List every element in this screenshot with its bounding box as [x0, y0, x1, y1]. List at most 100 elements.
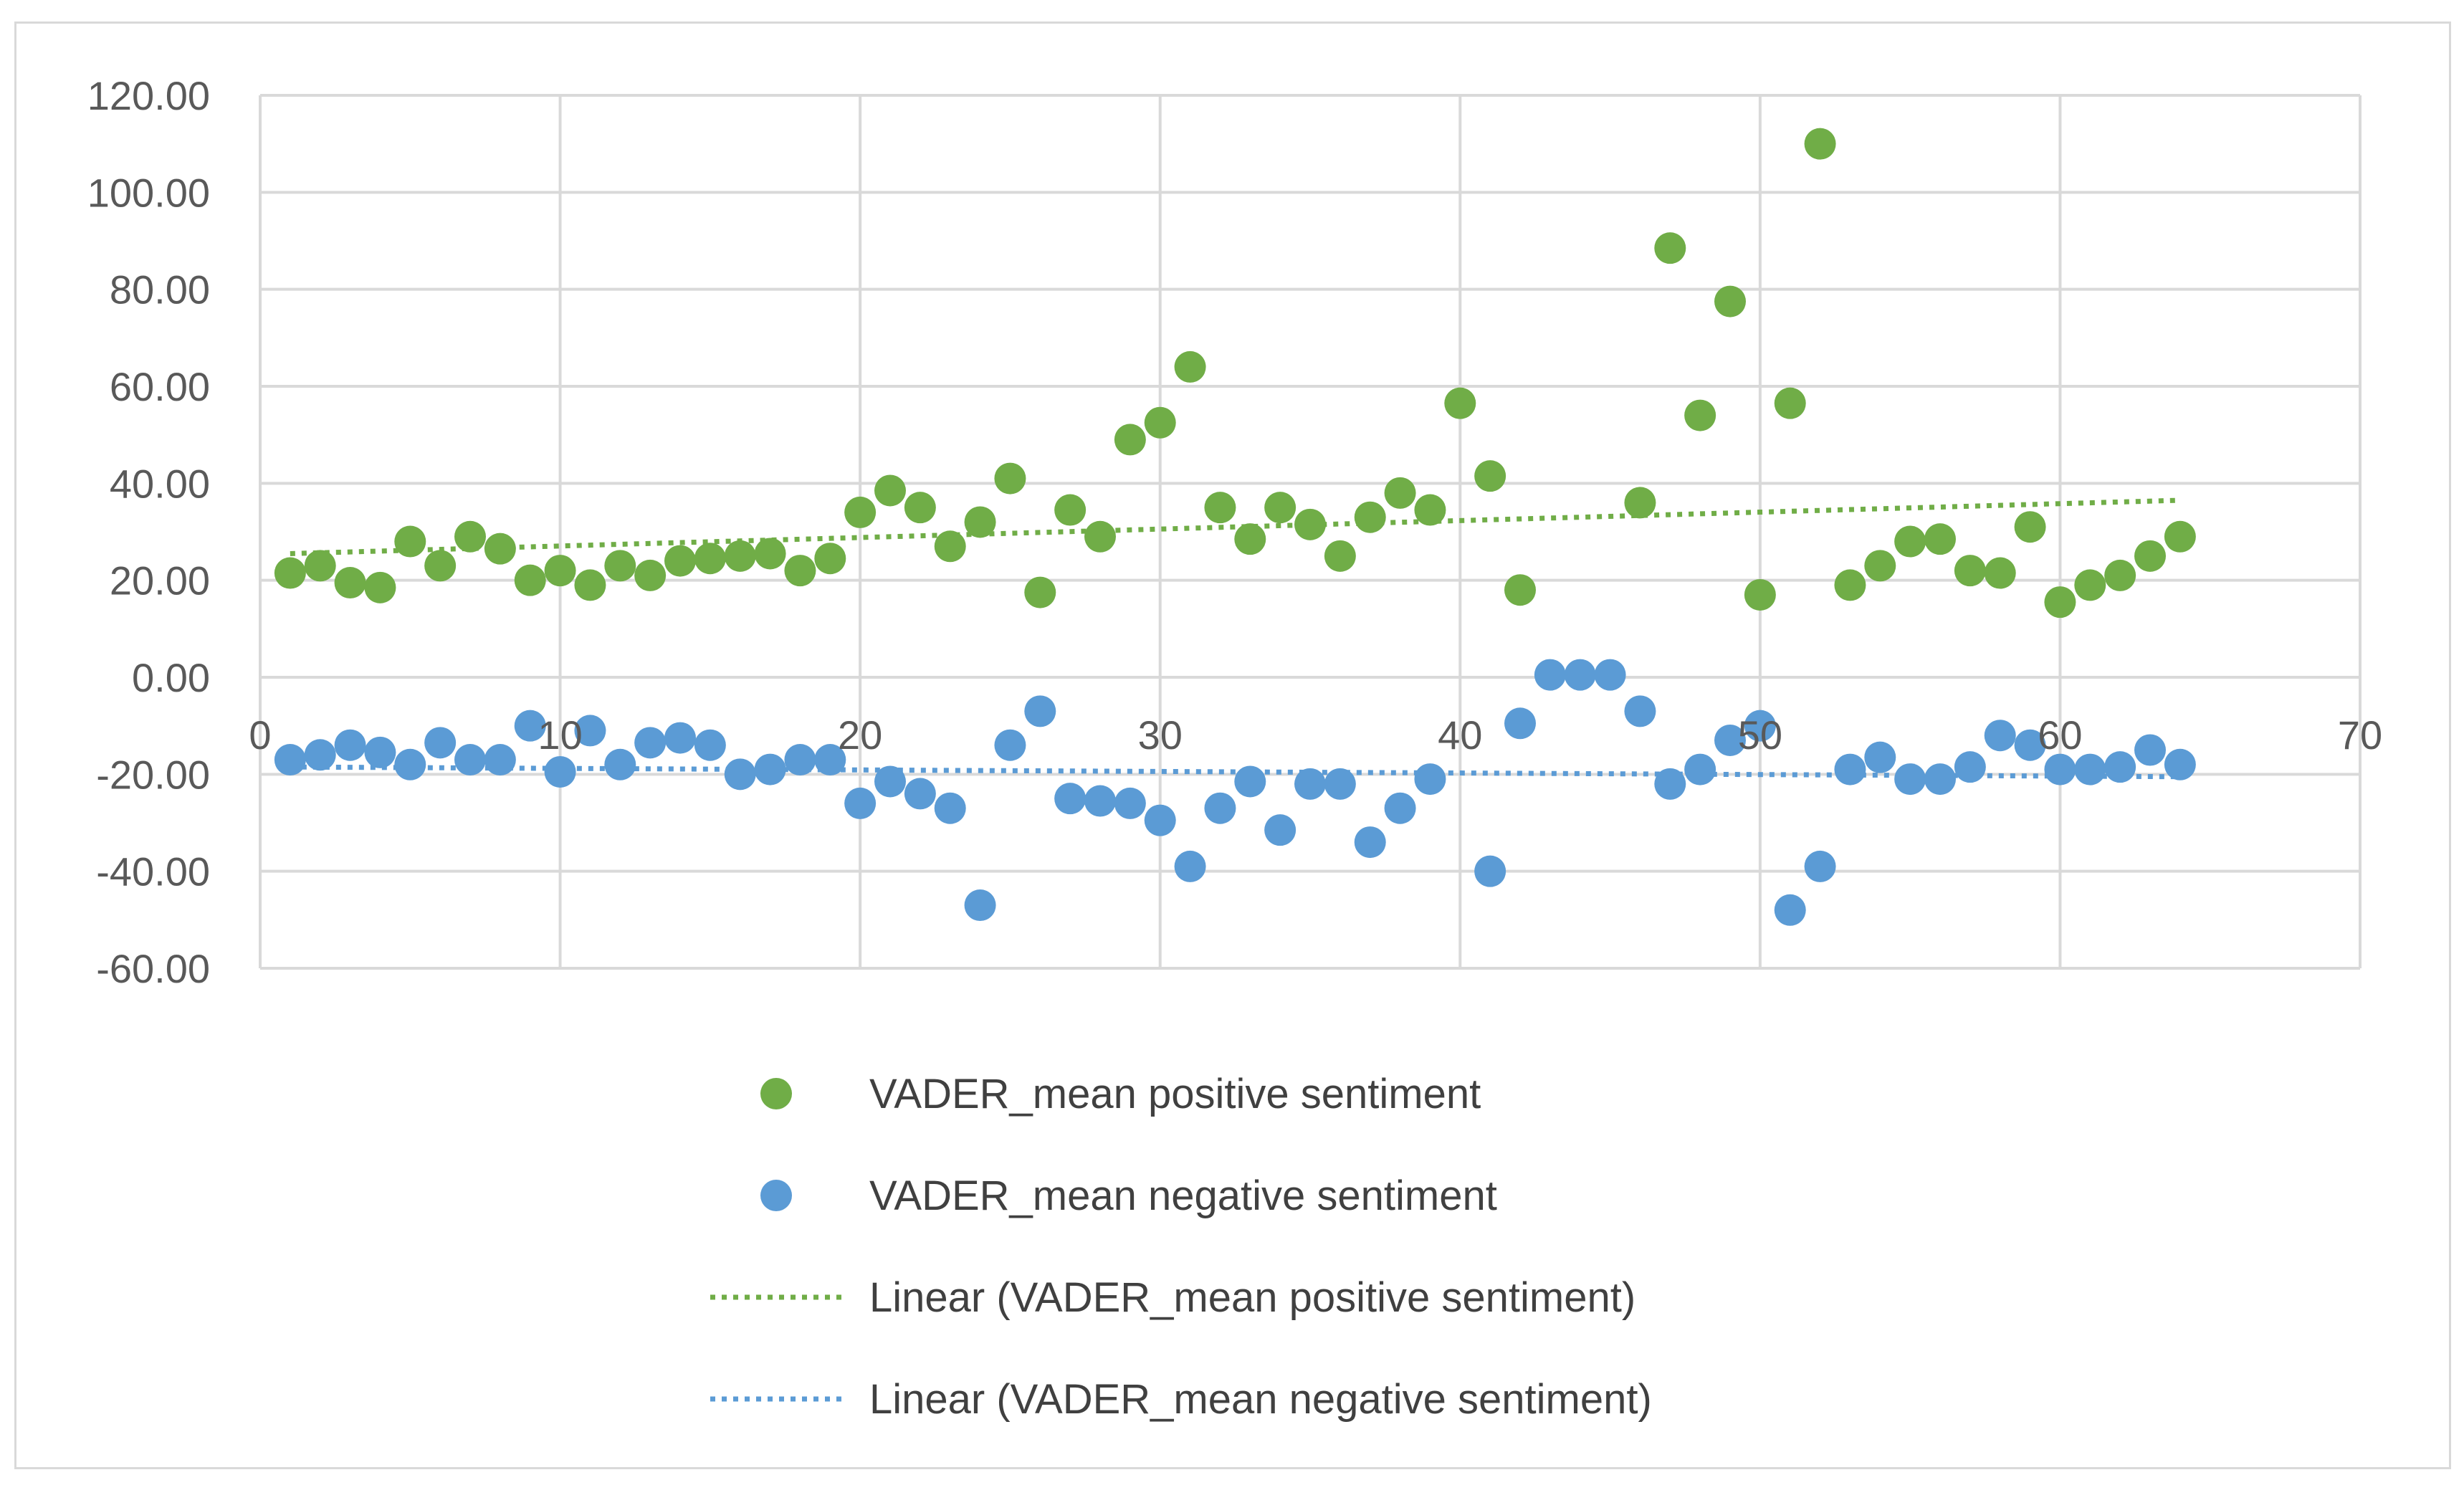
data-point-positive: [1294, 508, 1326, 540]
data-point-positive: [1144, 406, 1176, 439]
data-point-negative: [2134, 734, 2166, 766]
x-tick-label: 70: [2338, 712, 2382, 758]
data-point-positive: [1774, 387, 1806, 419]
data-point-negative: [484, 744, 516, 776]
legend-label: VADER_mean positive sentiment: [869, 1071, 1481, 1117]
data-point-positive: [1354, 501, 1386, 533]
data-point-negative: [1414, 763, 1446, 796]
data-point-negative: [1234, 765, 1266, 798]
data-point-negative: [1534, 659, 1566, 691]
data-point-negative: [664, 722, 696, 754]
data-point-negative: [784, 744, 816, 776]
data-point-negative: [694, 729, 726, 761]
data-point-negative: [1054, 783, 1087, 815]
data-point-positive: [1024, 576, 1056, 608]
data-point-positive: [1834, 569, 1866, 601]
data-point-positive: [844, 496, 877, 528]
data-point-negative: [2164, 748, 2196, 780]
y-tick-label: 60.00: [110, 364, 210, 409]
y-tick-label: -40.00: [96, 849, 210, 894]
data-point-positive: [664, 545, 696, 577]
data-point-negative: [2074, 753, 2106, 786]
data-point-negative: [1294, 768, 1326, 800]
data-point-positive: [1384, 477, 1416, 509]
data-point-positive: [1264, 492, 1297, 524]
data-point-negative: [1204, 792, 1236, 824]
x-tick-label: 30: [1138, 712, 1183, 758]
data-point-negative: [1174, 850, 1206, 882]
data-point-positive: [2164, 520, 2196, 553]
data-point-negative: [544, 755, 576, 788]
data-point-positive: [604, 550, 636, 582]
data-point-positive: [724, 540, 756, 572]
y-tick-label: 40.00: [110, 461, 210, 506]
data-point-negative: [1114, 787, 1146, 819]
legend-label: VADER_mean negative sentiment: [869, 1173, 1497, 1219]
data-point-negative: [904, 778, 936, 810]
y-tick-label: 0.00: [132, 655, 210, 700]
data-points: [274, 128, 2196, 926]
data-point-positive: [2104, 559, 2136, 591]
data-point-negative: [334, 729, 366, 761]
data-point-negative: [1324, 768, 1356, 800]
data-point-negative: [844, 787, 877, 819]
data-point-negative: [1834, 753, 1866, 786]
y-tick-label: 80.00: [110, 267, 210, 312]
data-point-negative: [1984, 720, 2016, 752]
data-point-positive: [1744, 578, 1776, 611]
data-point-positive: [814, 543, 846, 575]
data-point-positive: [2074, 569, 2106, 601]
data-point-positive: [1234, 523, 1266, 555]
data-point-positive: [1984, 557, 2016, 589]
data-point-positive: [454, 520, 486, 553]
data-point-positive: [1714, 285, 1746, 317]
data-point-negative: [994, 729, 1026, 761]
data-point-positive: [934, 530, 966, 563]
x-tick-label: 10: [538, 712, 582, 758]
data-point-positive: [1114, 424, 1146, 456]
data-point-positive: [394, 525, 426, 558]
data-point-negative: [814, 744, 846, 776]
chart-frame: 120.00 100.00 80.00 60.00 40.00 20.00 0.00 -20.…: [14, 22, 2451, 1469]
data-point-negative: [964, 889, 996, 922]
data-point-negative: [1654, 768, 1686, 800]
data-point-negative: [1024, 695, 1056, 727]
data-point-negative: [874, 765, 906, 798]
data-point-positive: [904, 492, 936, 524]
data-point-positive: [1684, 399, 1716, 431]
legend-marker-positive: [760, 1078, 792, 1109]
data-point-positive: [2134, 540, 2166, 572]
data-point-positive: [304, 550, 336, 582]
data-point-negative: [514, 710, 546, 742]
data-point-positive: [874, 474, 906, 507]
data-point-negative: [394, 748, 426, 780]
data-point-positive: [1054, 494, 1087, 526]
data-point-negative: [1564, 659, 1596, 691]
x-tick-label: 50: [1738, 712, 1782, 758]
data-point-negative: [1384, 792, 1416, 824]
data-point-positive: [1204, 492, 1236, 524]
data-point-negative: [1924, 763, 1956, 796]
data-point-positive: [994, 462, 1026, 495]
scatter-chart: 120.00 100.00 80.00 60.00 40.00 20.00 0.00 -20.…: [87, 73, 2382, 1423]
data-point-positive: [574, 569, 606, 601]
data-point-negative: [304, 739, 336, 771]
data-point-negative: [1804, 850, 1836, 882]
data-point-positive: [1624, 487, 1656, 519]
data-point-positive: [754, 538, 786, 570]
data-point-positive: [334, 567, 366, 599]
data-point-positive: [424, 550, 457, 582]
data-point-negative: [1504, 707, 1536, 740]
data-point-positive: [1864, 550, 1896, 582]
data-point-positive: [1474, 460, 1506, 492]
legend-marker-negative: [760, 1180, 792, 1211]
data-point-negative: [1864, 741, 1896, 773]
data-point-negative: [1744, 710, 1776, 742]
data-point-positive: [1084, 520, 1116, 553]
data-point-positive: [1924, 523, 1956, 555]
data-point-negative: [2014, 729, 2046, 761]
data-point-negative: [1954, 751, 1986, 783]
x-tick-label: 40: [1438, 712, 1482, 758]
y-tick-label: 120.00: [87, 73, 210, 118]
data-point-negative: [274, 744, 306, 776]
